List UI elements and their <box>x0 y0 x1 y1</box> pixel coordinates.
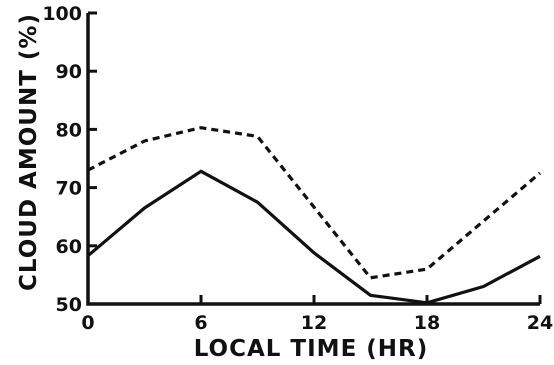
y-tick-label: 70 <box>56 178 82 200</box>
series-line-dashed <box>87 126 542 280</box>
y-tick-label: 50 <box>56 294 82 316</box>
y-axis-title: CLOUD AMOUNT (%) <box>16 13 42 291</box>
axes-frame <box>86 13 540 306</box>
series-line-solid <box>86 169 541 305</box>
y-tick-label: 80 <box>56 119 82 141</box>
x-tick-label: 6 <box>194 312 207 334</box>
labels-layer: 50 60 70 80 90 100 0 6 12 18 24 <box>42 3 553 334</box>
y-tick-label: 100 <box>42 3 82 25</box>
x-tick-label: 24 <box>527 312 553 334</box>
series-layer <box>86 126 542 305</box>
x-tick-label: 0 <box>81 312 94 334</box>
ticks-layer <box>86 11 542 306</box>
x-tick-label: 18 <box>414 312 440 334</box>
x-tick-label: 12 <box>301 312 327 334</box>
y-tick-label: 60 <box>56 236 82 258</box>
x-axis-title: LOCAL TIME (HR) <box>194 336 429 362</box>
y-tick-label: 90 <box>56 61 82 83</box>
